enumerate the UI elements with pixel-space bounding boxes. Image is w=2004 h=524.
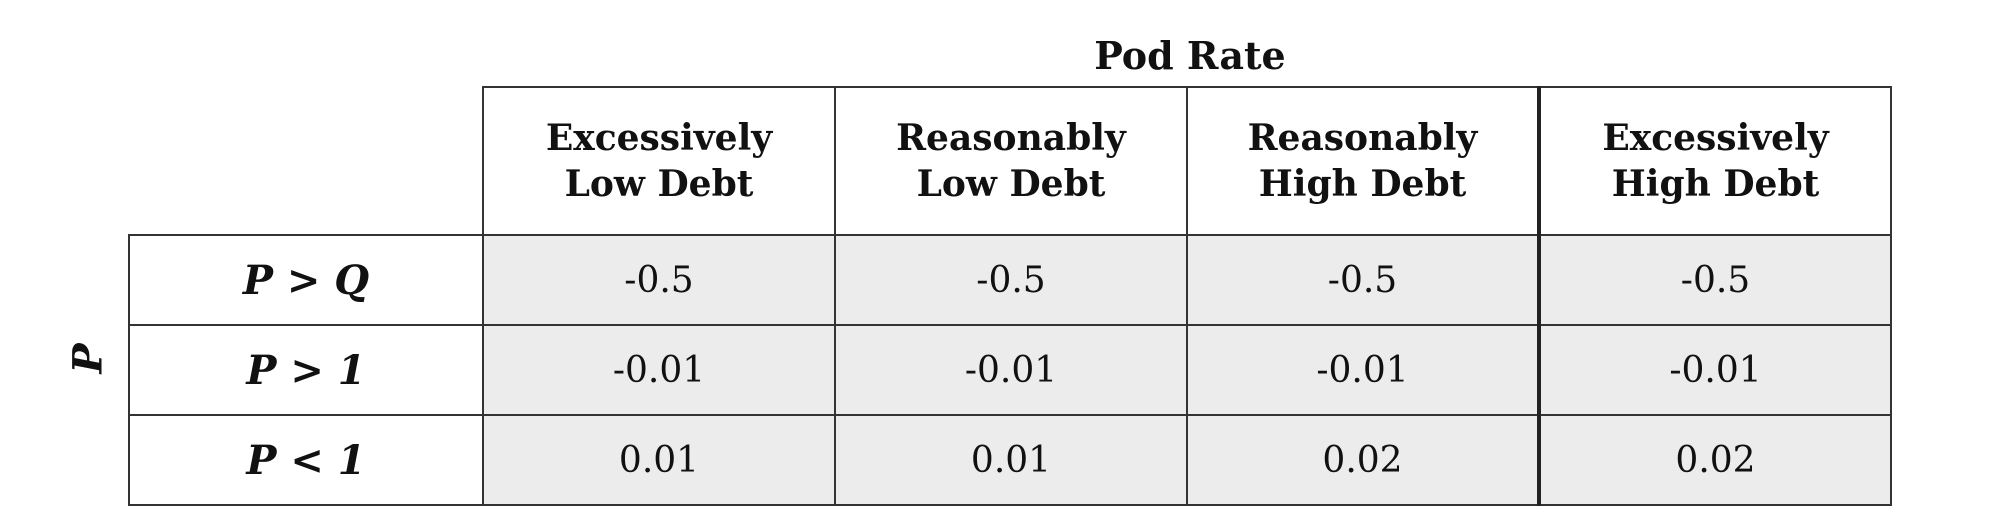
table-row: P < 1 0.01 0.01 0.02 0.02 [128,414,1892,506]
table-cell: -0.01 [1538,324,1892,416]
table-cell: -0.5 [834,234,1188,326]
column-header-line2: High Debt [1611,163,1820,205]
table-cell: -0.01 [482,324,836,416]
column-header: Reasonably High Debt [1186,86,1541,236]
header-row: Excessively Low Debt Reasonably Low Debt… [129,86,1892,236]
column-group-title: Pod Rate [1094,33,1286,78]
data-table: Excessively Low Debt Reasonably Low Debt… [128,86,1892,506]
corner-cell [129,87,483,235]
table-cell: -0.01 [1186,324,1541,416]
row-header: P > 1 [128,324,484,416]
table-cell: 0.02 [1186,414,1541,506]
row-header: P > Q [128,234,484,326]
row-group-title: P [40,298,136,418]
table-row: P > Q -0.5 -0.5 -0.5 -0.5 [128,234,1892,326]
column-header: Excessively Low Debt [482,86,836,236]
row-group-title-text: P [64,342,112,374]
table-cell: -0.5 [1186,234,1541,326]
column-header: Excessively High Debt [1538,86,1892,236]
column-header-line2: High Debt [1258,163,1467,205]
column-header-line1: Reasonably [1247,117,1478,159]
column-header: Reasonably Low Debt [834,86,1188,236]
table-cell: -0.5 [1538,234,1892,326]
table-cell: -0.5 [482,234,836,326]
table-cell: 0.01 [482,414,836,506]
table-cell: -0.01 [834,324,1188,416]
row-header: P < 1 [128,414,484,506]
table-row: P > 1 -0.01 -0.01 -0.01 -0.01 [128,324,1892,416]
table-cell: 0.01 [834,414,1188,506]
column-header-line1: Excessively [1602,117,1829,159]
table-cell: 0.02 [1538,414,1892,506]
column-header-line1: Reasonably [896,117,1126,159]
column-header-line2: Low Debt [564,163,754,205]
column-header-line1: Excessively [545,117,773,159]
column-header-line2: Low Debt [916,163,1106,205]
